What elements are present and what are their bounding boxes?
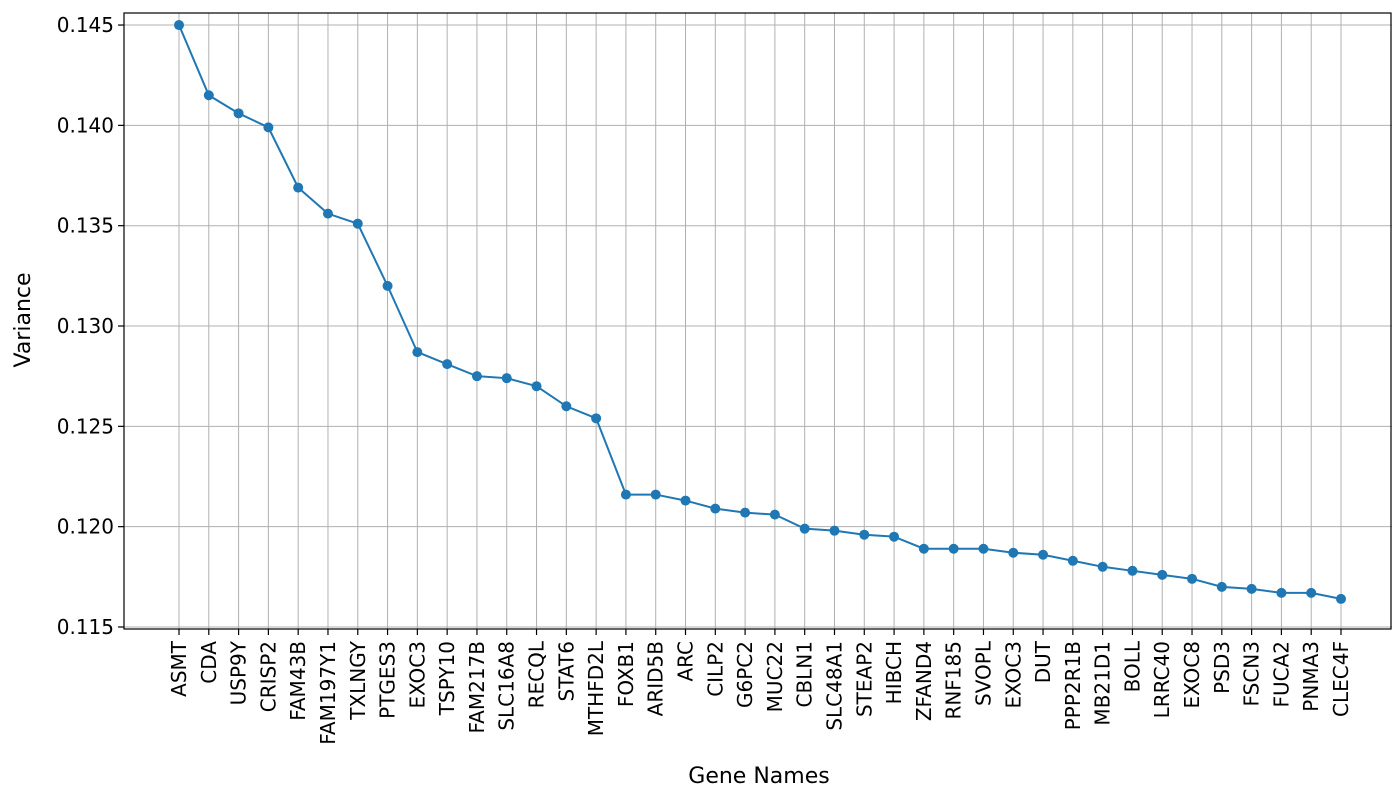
data-point [442, 359, 453, 370]
y-tick-label: 0.130 [57, 314, 114, 338]
x-tick-label: ZFAND4 [912, 641, 936, 721]
data-point [412, 347, 423, 358]
axes-layer [118, 12, 1392, 635]
y-tick-label: 0.140 [57, 113, 114, 137]
x-tick-label: TXLNGY [346, 640, 370, 721]
data-point [918, 543, 929, 554]
data-point [620, 489, 631, 500]
data-point [948, 543, 959, 554]
x-tick-label: CILP2 [703, 641, 727, 697]
data-point [382, 280, 393, 291]
data-point [352, 218, 363, 229]
x-tick-label: EXOC3 [405, 641, 429, 709]
x-tick-label: TSPY10 [435, 641, 459, 716]
x-tick-label: CDA [197, 641, 221, 684]
y-tick-label: 0.120 [57, 515, 114, 539]
data-point [591, 413, 602, 424]
x-tick-label: EXOC8 [1180, 641, 1204, 709]
x-tick-label: PNMA3 [1299, 641, 1323, 712]
x-tick-label: FAM43B [286, 641, 310, 721]
data-point [1038, 549, 1049, 560]
data-point [1127, 565, 1138, 576]
x-tick-label: CLEC4F [1329, 641, 1353, 717]
data-point [1246, 583, 1257, 594]
data-point [501, 373, 512, 384]
data-point [829, 525, 840, 536]
x-tick-label: USP9Y [227, 640, 251, 705]
x-tick-label: EXOC3 [1001, 641, 1025, 709]
data-point [1008, 547, 1019, 558]
x-tick-label: CRISP2 [256, 641, 280, 712]
data-point [1336, 593, 1346, 604]
data-point [650, 489, 661, 500]
series-layer [174, 20, 1346, 604]
x-tick-label: FOXB1 [614, 641, 638, 707]
x-tick-label: PSD3 [1210, 641, 1234, 694]
x-tick-label: PPP2R1B [1061, 641, 1085, 730]
x-tick-label: ARC [674, 641, 698, 682]
x-tick-label: STEAP2 [852, 641, 876, 717]
x-tick-label: SLC48A1 [822, 641, 846, 731]
data-point [293, 182, 304, 193]
x-tick-label: ASMT [167, 640, 191, 697]
grid-layer [124, 13, 1392, 629]
x-tick-label: ARID5B [644, 641, 668, 716]
data-point [471, 371, 482, 382]
y-tick-label: 0.135 [57, 214, 114, 238]
series-line [178, 24, 1342, 600]
x-tick-label: FAM197Y1 [316, 641, 340, 745]
x-tick-label: BOLL [1120, 640, 1144, 692]
x-tick-label: MUC22 [763, 641, 787, 712]
data-point [233, 108, 244, 119]
x-tick-label: DUT [1031, 640, 1055, 683]
data-point [531, 381, 542, 392]
y-tick-label: 0.115 [57, 615, 114, 639]
x-tick-label: STAT6 [554, 641, 578, 701]
x-tick-label: HIBCH [882, 641, 906, 704]
x-tick-label: SLC16A8 [495, 641, 519, 731]
data-point [561, 401, 572, 412]
x-axis-title: Gene Names [688, 764, 829, 789]
data-point [1157, 569, 1168, 580]
y-tick-label: 0.145 [57, 13, 114, 37]
plot-frame [123, 12, 1392, 630]
x-tick-label: MTHFD2L [584, 640, 608, 736]
data-point [1067, 555, 1078, 566]
x-tick-label: SVOPL [971, 640, 995, 706]
x-tick-label: RECQL [525, 640, 549, 708]
x-tick-label: G6PC2 [733, 641, 757, 708]
data-point [889, 531, 900, 542]
data-point [322, 208, 333, 219]
data-point [263, 122, 274, 133]
data-point [174, 20, 184, 31]
data-point [710, 503, 721, 514]
data-point [1306, 587, 1317, 598]
x-tick-label: CBLN1 [793, 641, 817, 708]
x-tick-label: PTGES3 [376, 641, 400, 719]
x-tick-label: LRRC40 [1150, 641, 1174, 718]
data-point [1187, 573, 1198, 584]
data-point [740, 507, 751, 518]
x-tick-label: RNF185 [942, 641, 966, 720]
y-tick-label: 0.125 [57, 414, 114, 438]
x-tick-label: FSCN3 [1240, 641, 1264, 707]
data-point [1097, 561, 1108, 572]
data-point [799, 523, 810, 534]
x-tick-label: FAM217B [465, 641, 489, 734]
data-point [680, 495, 691, 506]
x-tick-label: MB21D1 [1091, 641, 1115, 726]
data-point [1276, 587, 1287, 598]
data-point [859, 529, 870, 540]
data-point [769, 509, 780, 520]
y-axis-title: Variance [11, 272, 36, 367]
data-point [203, 90, 214, 101]
data-point [978, 543, 989, 554]
x-tick-label: FUCA2 [1269, 641, 1293, 708]
data-point [1216, 581, 1227, 592]
